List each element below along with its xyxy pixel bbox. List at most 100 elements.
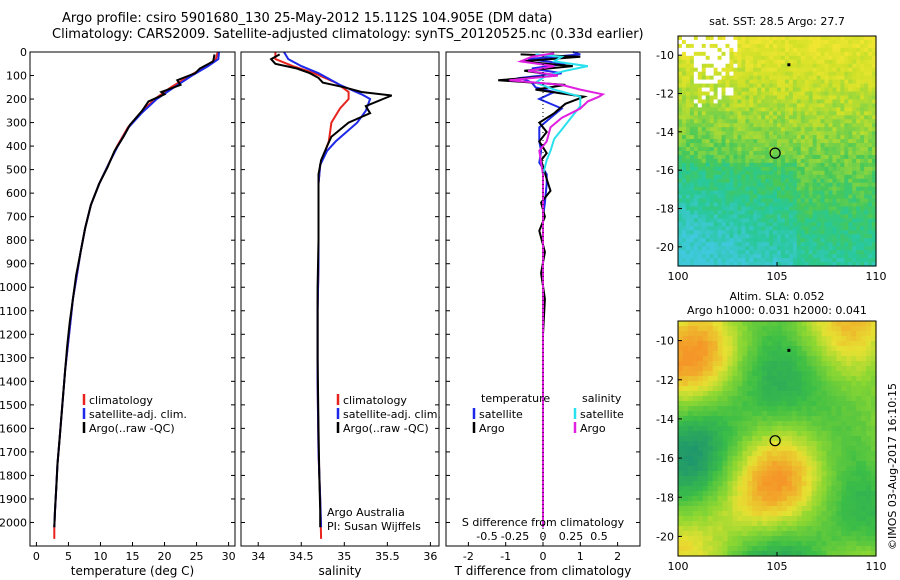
sst_map-cell <box>685 222 691 227</box>
sst_map-cell <box>701 36 707 41</box>
sla_map-cell <box>732 481 738 487</box>
sst_map-cell <box>689 115 695 120</box>
sst_map-cell <box>745 162 750 168</box>
sla_map-cell <box>757 406 763 412</box>
sla_map-cell <box>747 541 753 547</box>
sla_map-cell <box>752 531 758 537</box>
sst_map-cell <box>852 135 857 140</box>
sla_map-cell <box>717 421 724 427</box>
sla_map-cell <box>796 386 803 392</box>
sla_map-cell <box>826 386 833 392</box>
sla_map-cell <box>732 356 738 362</box>
sst_map-cell <box>713 91 719 97</box>
sst_map-cell <box>761 262 766 267</box>
sst_map-cell <box>745 218 750 223</box>
sla_map-cell <box>757 361 763 367</box>
sst_map-cell <box>836 139 841 144</box>
sst_map-cell <box>780 162 786 168</box>
sla_map-cell <box>707 321 714 327</box>
sst_map-cell <box>792 218 798 223</box>
sst_map-cell <box>737 170 742 176</box>
sla_map-cell <box>871 386 877 392</box>
sst_map-cell <box>836 111 841 116</box>
sst_map-cell <box>808 139 814 144</box>
sst_map-cell <box>729 222 735 227</box>
sst_map-cell <box>860 115 865 120</box>
sst_map-cell <box>753 39 758 45</box>
sst_map-cell <box>868 206 873 212</box>
sst_map-cell <box>753 222 758 227</box>
sst_map-cell <box>832 39 837 45</box>
sst_map-cell <box>717 234 723 239</box>
sla_map-cell <box>777 516 783 522</box>
sst_map-cell <box>689 210 695 216</box>
sst_map-cell <box>820 158 826 164</box>
sla_map-cell <box>772 511 778 517</box>
sla_map-cell <box>702 411 709 417</box>
sla_map-cell <box>836 421 842 427</box>
sst_map-cell <box>757 218 762 223</box>
sla_map-cell <box>692 381 699 387</box>
sla_map-cell <box>707 476 714 482</box>
sla_map-cell <box>757 386 763 392</box>
sla_map-cell <box>801 381 808 387</box>
sla_map-cell <box>712 381 719 387</box>
sst_map-cell <box>689 198 695 204</box>
sla_map-cell <box>777 536 783 542</box>
sst_map-cell <box>737 210 742 216</box>
sst_map-cell <box>725 151 731 156</box>
sla_map-cell <box>866 471 872 477</box>
sst_map-cell <box>741 107 746 112</box>
sla_map-cell <box>861 516 867 522</box>
sst_map-cell <box>709 147 715 152</box>
sst_map-cell <box>753 214 758 220</box>
sst_map-cell <box>717 59 723 65</box>
sla_map-cell <box>678 476 684 482</box>
sst_map-cell <box>765 123 770 128</box>
sst_map-cell <box>753 47 758 53</box>
sla_map-cell <box>772 526 778 532</box>
sst_map-cell <box>852 178 857 184</box>
sst_map-cell <box>701 71 707 77</box>
sst_map-cell <box>868 127 873 132</box>
sst_map-cell <box>761 59 766 65</box>
sla_map-cell <box>767 536 773 542</box>
sst_map-cell <box>856 103 861 108</box>
sst_map-cell <box>832 198 837 204</box>
sst_map-cell <box>689 55 695 61</box>
figure-title-line2: Climatology: CARS2009. Satellite-adjuste… <box>52 27 644 42</box>
sst_map-cell <box>681 154 687 160</box>
sla_map-cell <box>727 461 734 467</box>
sla_map-cell <box>821 336 828 342</box>
sst_map-cell <box>780 59 786 65</box>
sla_map-cell <box>707 371 714 377</box>
sst_map-cell <box>788 107 794 112</box>
sst_map-cell <box>753 170 758 176</box>
sla_map-cell <box>811 481 818 487</box>
sst_map-cell <box>693 262 699 267</box>
sst_map-cell <box>725 83 731 89</box>
sst_map-cell <box>820 91 826 97</box>
sst_map-cell <box>868 242 873 247</box>
sst_map-cell <box>864 170 869 176</box>
sla_map-cell <box>856 376 862 382</box>
salinity-xtick-label: 35.5 <box>375 550 400 563</box>
sla_map-cell <box>712 366 719 372</box>
sst_map-cell <box>709 202 715 208</box>
temperature-ytick-label: 500 <box>6 164 27 177</box>
sla_map-cell <box>831 446 837 452</box>
sst_map-cell <box>765 174 770 180</box>
sst_map-cell <box>856 166 861 172</box>
sst_map-cell <box>872 115 877 120</box>
sla_map-cell <box>806 441 813 447</box>
sst_map-cell <box>773 226 778 231</box>
sla_map-cell <box>767 386 773 392</box>
sst_map-cell <box>721 254 727 259</box>
sst_map-cell <box>860 107 865 112</box>
sst_map-cell <box>689 131 695 136</box>
sla_map-cell <box>702 536 709 542</box>
sla_map-cell <box>781 411 788 417</box>
sst_map-cell <box>717 242 723 247</box>
sst_map-cell <box>812 115 818 120</box>
sla_map-cell <box>856 381 862 387</box>
